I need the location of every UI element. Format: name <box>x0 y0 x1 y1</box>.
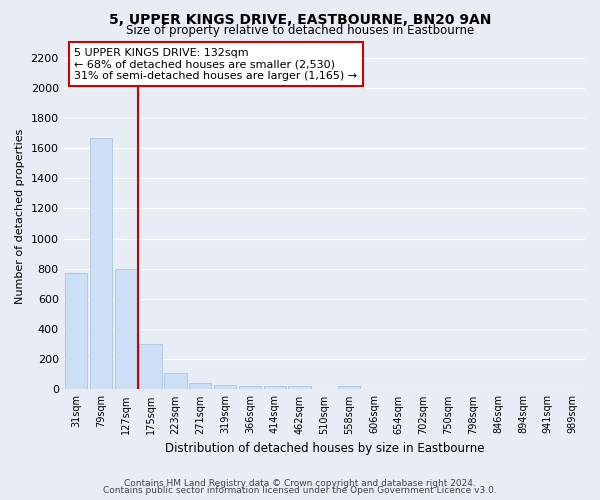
Text: Size of property relative to detached houses in Eastbourne: Size of property relative to detached ho… <box>126 24 474 37</box>
Text: Contains public sector information licensed under the Open Government Licence v3: Contains public sector information licen… <box>103 486 497 495</box>
X-axis label: Distribution of detached houses by size in Eastbourne: Distribution of detached houses by size … <box>164 442 484 455</box>
Bar <box>90 138 112 390</box>
Y-axis label: Number of detached properties: Number of detached properties <box>15 128 25 304</box>
Bar <box>263 386 286 390</box>
Bar <box>239 386 261 390</box>
Bar <box>164 373 187 390</box>
Bar <box>65 274 87 390</box>
Bar <box>289 386 311 390</box>
Bar <box>214 384 236 390</box>
Text: Contains HM Land Registry data © Crown copyright and database right 2024.: Contains HM Land Registry data © Crown c… <box>124 478 476 488</box>
Text: 5, UPPER KINGS DRIVE, EASTBOURNE, BN20 9AN: 5, UPPER KINGS DRIVE, EASTBOURNE, BN20 9… <box>109 12 491 26</box>
Bar <box>139 344 162 390</box>
Text: 5 UPPER KINGS DRIVE: 132sqm
← 68% of detached houses are smaller (2,530)
31% of : 5 UPPER KINGS DRIVE: 132sqm ← 68% of det… <box>74 48 357 81</box>
Bar <box>338 386 361 390</box>
Bar <box>189 382 211 390</box>
Bar <box>115 269 137 390</box>
